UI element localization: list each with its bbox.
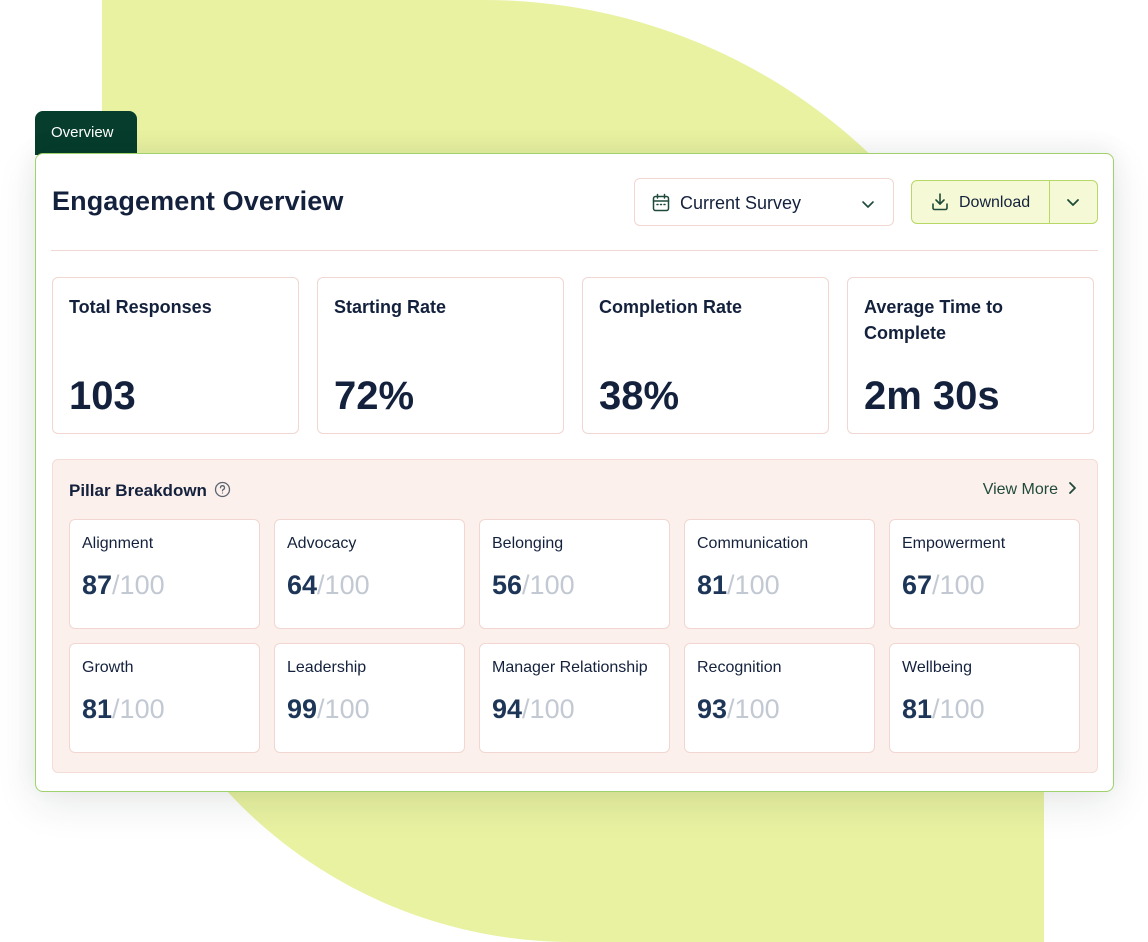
pillar-card-communication[interactable]: Communication 81/100: [684, 519, 875, 629]
pillar-breakdown-title: Pillar Breakdown: [69, 481, 207, 500]
chevron-right-icon: [1068, 481, 1077, 500]
metric-card-average-time: Average Time to Complete 2m 30s: [847, 277, 1094, 434]
pillar-score: 81/100: [82, 694, 165, 724]
pillar-score: 64/100: [287, 570, 370, 600]
metric-label: Average Time to Complete: [864, 297, 1004, 343]
pillar-card-belonging[interactable]: Belonging 56/100: [479, 519, 670, 629]
pillar-score: 56/100: [492, 570, 575, 600]
metric-card-completion-rate: Completion Rate 38%: [582, 277, 829, 434]
pillar-score: 81/100: [697, 570, 780, 600]
metric-card-total-responses: Total Responses 103: [52, 277, 299, 434]
pillar-score: 93/100: [697, 694, 780, 724]
pillar-breakdown-panel: Pillar Breakdown View More Alignment 87/…: [52, 459, 1098, 773]
metric-value: 38%: [599, 374, 680, 418]
pillar-score: 81/100: [902, 694, 985, 724]
download-button-label: Download: [959, 194, 1031, 211]
pillar-label: Belonging: [492, 535, 564, 552]
pillar-card-growth[interactable]: Growth 81/100: [69, 643, 260, 753]
pillar-label: Recognition: [697, 659, 782, 676]
engagement-overview-card: Engagement Overview Current Survey: [35, 153, 1114, 792]
pillar-card-alignment[interactable]: Alignment 87/100: [69, 519, 260, 629]
pillar-score: 99/100: [287, 694, 370, 724]
survey-select[interactable]: Current Survey: [634, 178, 894, 226]
pillar-card-recognition[interactable]: Recognition 93/100: [684, 643, 875, 753]
download-icon: [930, 192, 950, 217]
chevron-down-icon: [861, 196, 875, 214]
metric-value: 72%: [334, 374, 415, 418]
pillar-label: Growth: [82, 659, 134, 676]
metric-value: 2m 30s: [864, 374, 1000, 418]
metric-label: Starting Rate: [334, 297, 447, 317]
download-options-button[interactable]: [1050, 181, 1097, 223]
download-button[interactable]: Download: [912, 181, 1050, 223]
view-more-label: View More: [982, 481, 1058, 498]
tab-overview[interactable]: Overview: [35, 111, 137, 155]
pillar-label: Empowerment: [902, 535, 1006, 552]
survey-select-value: Current Survey: [680, 193, 802, 213]
pillar-label: Leadership: [287, 659, 367, 676]
pillar-label: Wellbeing: [902, 659, 972, 676]
calendar-icon: [651, 193, 671, 218]
pillar-label: Communication: [697, 535, 809, 552]
metric-value: 103: [69, 374, 136, 418]
pillar-score: 94/100: [492, 694, 575, 724]
pillar-score: 67/100: [902, 570, 985, 600]
chevron-down-icon: [1065, 196, 1081, 214]
page-title: Engagement Overview: [52, 186, 344, 216]
pillar-label: Alignment: [82, 535, 154, 552]
pillar-label: Advocacy: [287, 535, 357, 552]
pillar-card-advocacy[interactable]: Advocacy 64/100: [274, 519, 465, 629]
pillar-card-wellbeing[interactable]: Wellbeing 81/100: [889, 643, 1080, 753]
metric-label: Completion Rate: [599, 297, 743, 317]
view-more-link[interactable]: View More: [983, 480, 1077, 500]
metric-card-starting-rate: Starting Rate 72%: [317, 277, 564, 434]
pillar-card-empowerment[interactable]: Empowerment 67/100: [889, 519, 1080, 629]
download-button-group: Download: [911, 180, 1098, 224]
header-divider: [51, 250, 1098, 251]
pillar-score: 87/100: [82, 570, 165, 600]
pillar-card-leadership[interactable]: Leadership 99/100: [274, 643, 465, 753]
pillar-label: Manager Relationship: [492, 659, 648, 676]
pillar-card-manager-relationship[interactable]: Manager Relationship 94/100: [479, 643, 670, 753]
help-icon[interactable]: [214, 481, 231, 503]
metric-label: Total Responses: [69, 297, 212, 317]
